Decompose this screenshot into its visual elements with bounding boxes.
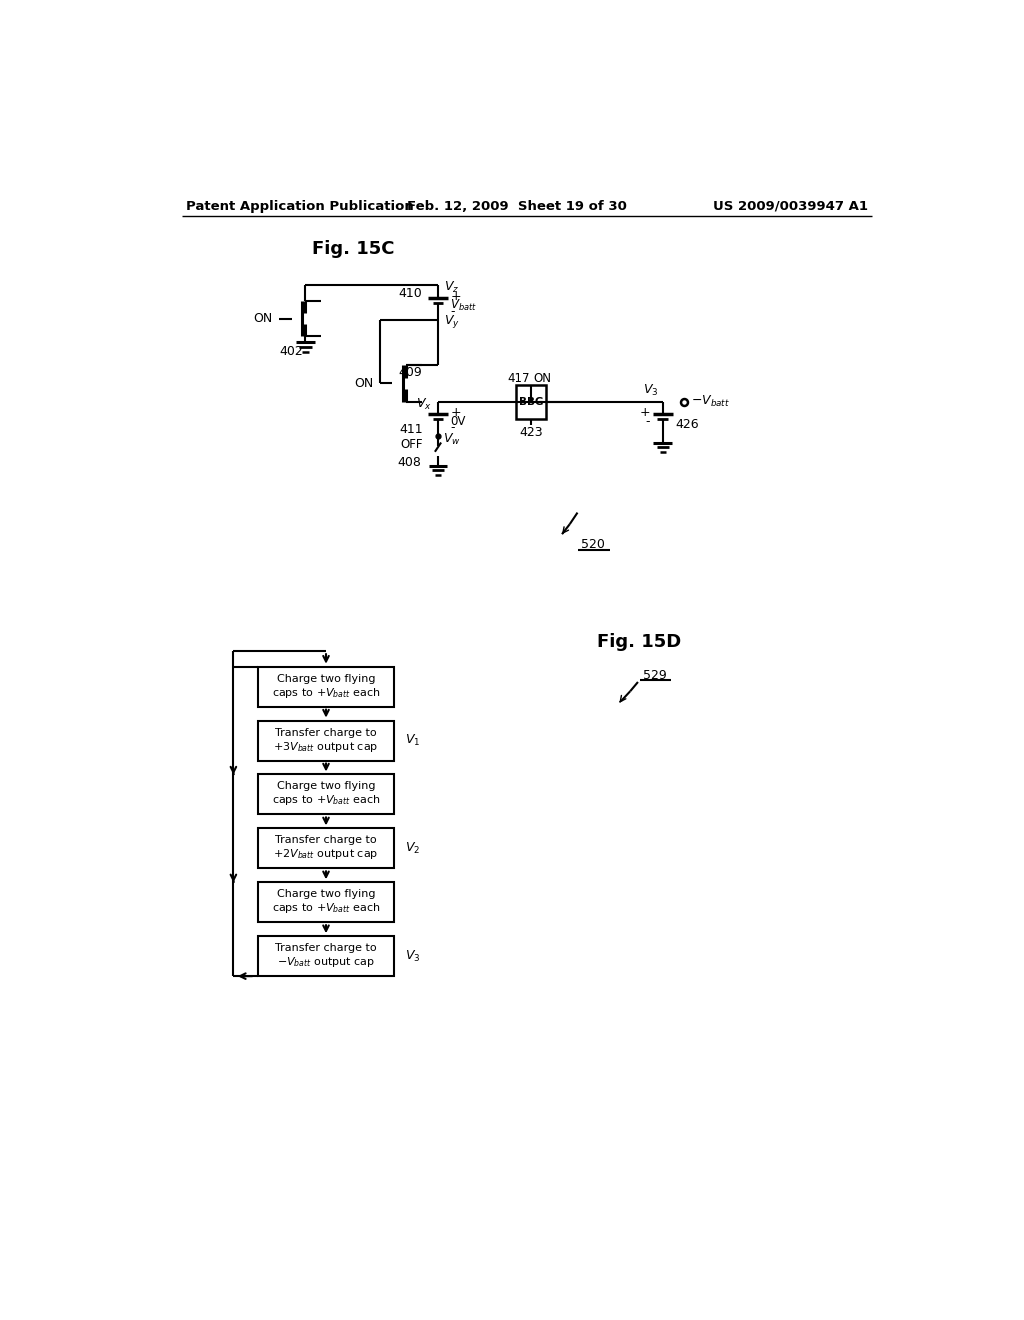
Text: $V_w$: $V_w$ [442, 432, 461, 447]
Text: 529: 529 [643, 669, 667, 682]
Text: $V_{batt}$: $V_{batt}$ [451, 298, 477, 313]
Text: -: - [646, 416, 650, 428]
Text: 426: 426 [675, 418, 698, 432]
Text: ON: ON [534, 372, 551, 385]
Bar [258, 667, 394, 706]
Text: $V_1$: $V_1$ [404, 733, 420, 748]
Text: ON: ON [254, 312, 273, 325]
Text: Fig. 15C: Fig. 15C [311, 240, 394, 259]
Text: 408: 408 [397, 455, 421, 469]
Text: Fig. 15D: Fig. 15D [597, 634, 682, 651]
Bar [258, 775, 394, 814]
Text: $V_3$: $V_3$ [643, 383, 658, 399]
Text: BBG: BBG [519, 397, 544, 407]
Text: 423: 423 [519, 426, 543, 440]
Bar [258, 936, 394, 977]
Text: -: - [451, 305, 455, 318]
Text: Patent Application Publication: Patent Application Publication [186, 199, 414, 213]
Bar [258, 829, 394, 869]
Text: $V_z$: $V_z$ [444, 280, 460, 294]
Text: ON: ON [354, 376, 374, 389]
Text: US 2009/0039947 A1: US 2009/0039947 A1 [713, 199, 868, 213]
Text: OFF: OFF [400, 437, 423, 450]
Text: Charge two flying
caps to $+V_{batt}$ each: Charge two flying caps to $+V_{batt}$ ea… [271, 781, 380, 808]
Text: +: + [451, 289, 461, 302]
Text: +: + [451, 407, 461, 418]
Bar [258, 882, 394, 923]
Text: $V_2$: $V_2$ [404, 841, 420, 855]
Text: -: - [451, 421, 455, 434]
Text: Charge two flying
caps to $+V_{batt}$ each: Charge two flying caps to $+V_{batt}$ ea… [271, 890, 380, 915]
Text: 520: 520 [581, 539, 605, 552]
Text: $-V_{batt}$: $-V_{batt}$ [690, 395, 730, 409]
Bar [258, 721, 394, 760]
Text: 409: 409 [398, 366, 423, 379]
Text: 417: 417 [507, 372, 529, 385]
Bar [516, 385, 546, 418]
Text: 410: 410 [398, 286, 423, 300]
Text: Charge two flying
caps to $+V_{batt}$ each: Charge two flying caps to $+V_{batt}$ ea… [271, 673, 380, 700]
Text: +: + [640, 407, 650, 418]
Text: $V_y$: $V_y$ [444, 313, 460, 330]
Text: 411: 411 [399, 422, 423, 436]
Text: Transfer charge to
$+3V_{batt}$ output cap: Transfer charge to $+3V_{batt}$ output c… [273, 727, 379, 754]
Text: 402: 402 [279, 345, 303, 358]
Text: $V_3$: $V_3$ [404, 949, 420, 964]
Text: Feb. 12, 2009  Sheet 19 of 30: Feb. 12, 2009 Sheet 19 of 30 [407, 199, 627, 213]
Text: Transfer charge to
$+2V_{batt}$ output cap: Transfer charge to $+2V_{batt}$ output c… [273, 836, 379, 862]
Text: 0V: 0V [451, 416, 466, 428]
Text: $V_x$: $V_x$ [416, 397, 432, 412]
Text: Transfer charge to
$-V_{batt}$ output cap: Transfer charge to $-V_{batt}$ output ca… [275, 942, 377, 969]
